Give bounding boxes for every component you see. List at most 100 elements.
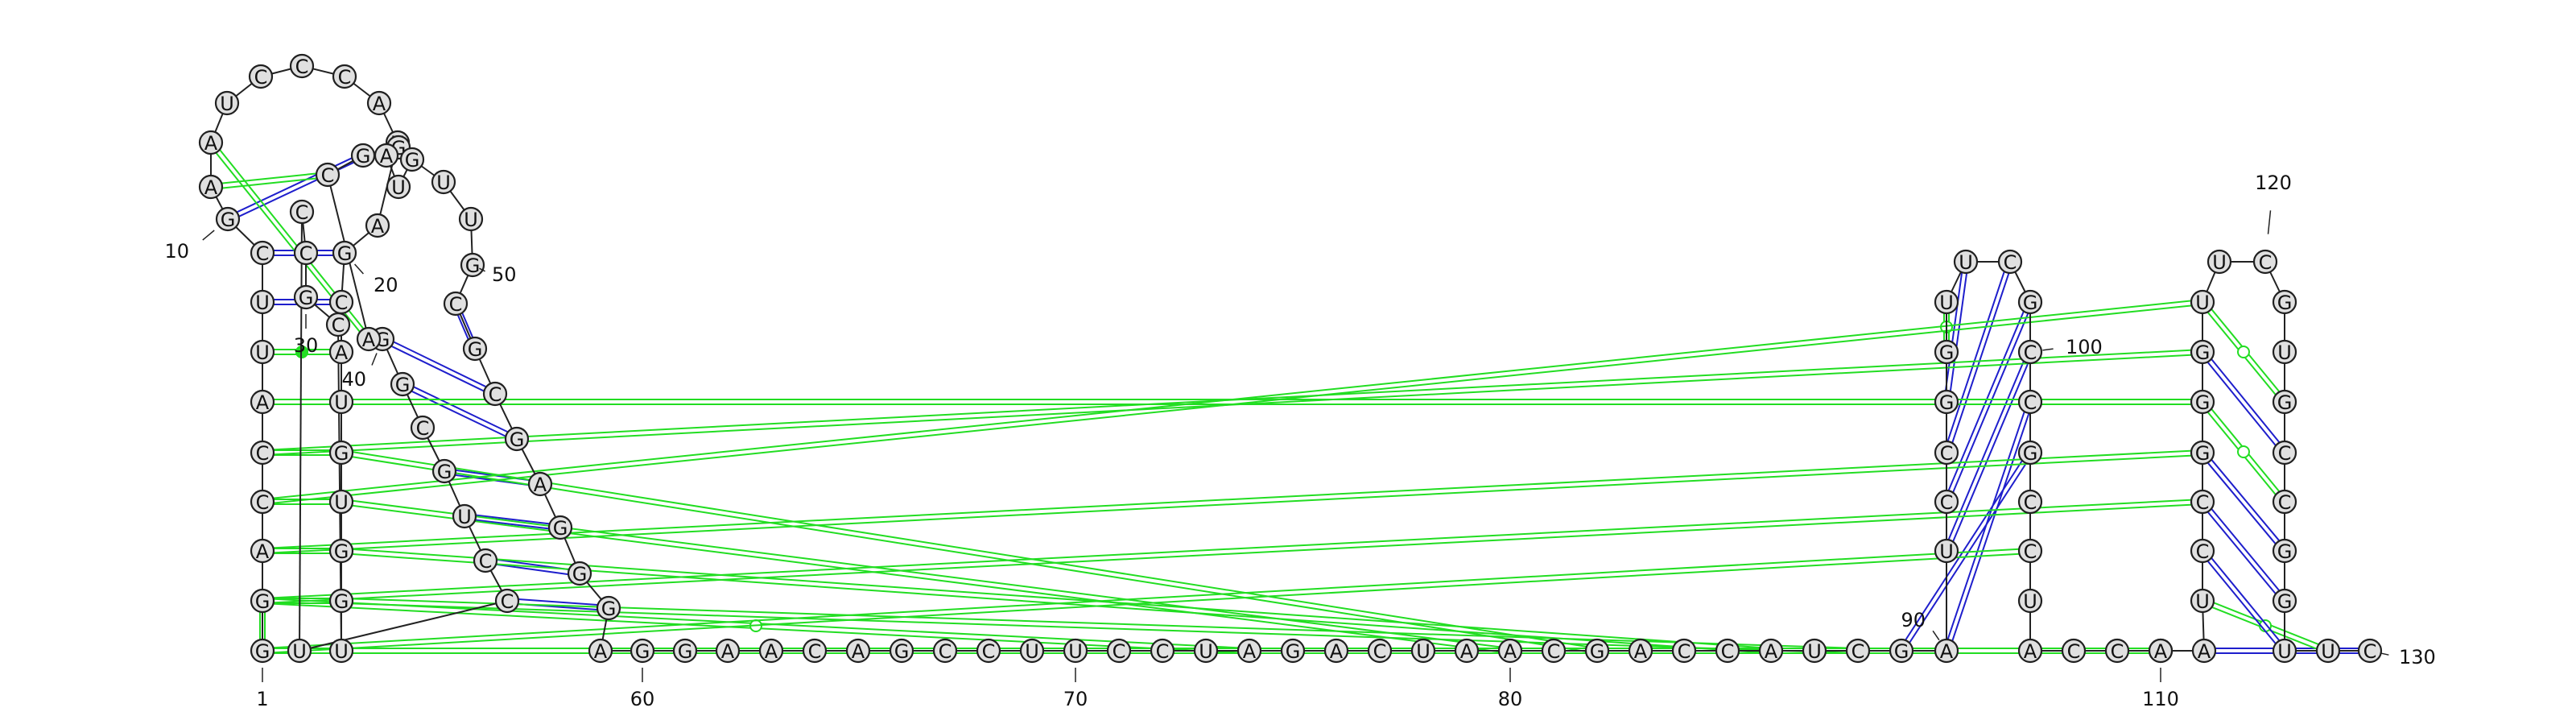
svg-text:C: C xyxy=(2111,640,2124,663)
nucleotide: U xyxy=(2207,249,2232,275)
svg-text:C: C xyxy=(2196,491,2210,514)
svg-text:G: G xyxy=(635,640,650,663)
nucleotide: U xyxy=(2272,638,2297,664)
base-pair xyxy=(2199,399,2288,504)
svg-text:G: G xyxy=(1286,640,1301,663)
svg-text:G: G xyxy=(678,640,693,663)
nucleotide: C xyxy=(293,240,319,266)
svg-text:A: A xyxy=(371,215,385,238)
svg-text:U: U xyxy=(2195,292,2210,314)
svg-text:U: U xyxy=(2212,251,2227,274)
nucleotide: A xyxy=(1323,638,1349,664)
pair-symbol xyxy=(2237,346,2250,358)
nucleotide: C xyxy=(1671,638,1697,664)
svg-text:U: U xyxy=(334,391,349,414)
nucleotide: A xyxy=(2191,638,2217,664)
nucleotide: A xyxy=(1758,638,1784,664)
svg-text:C: C xyxy=(338,66,352,89)
backbone-segment xyxy=(299,211,303,652)
nucleotide: U xyxy=(328,489,354,515)
nucleotide: A xyxy=(588,638,613,664)
base-pair xyxy=(1943,260,2013,454)
svg-text:C: C xyxy=(489,383,502,406)
base-pair xyxy=(381,336,497,397)
svg-text:A: A xyxy=(1330,640,1344,663)
svg-text:40: 40 xyxy=(341,368,366,391)
position-label: 130 xyxy=(2380,646,2436,668)
svg-text:C: C xyxy=(2024,391,2037,414)
svg-text:C: C xyxy=(2259,251,2273,274)
base-pair xyxy=(1898,450,2033,653)
svg-text:C: C xyxy=(416,417,430,440)
svg-text:A: A xyxy=(1765,640,1778,663)
nucleotide: C xyxy=(2190,538,2215,564)
nucleotide: C xyxy=(1934,440,1959,466)
nucleotide: C xyxy=(315,162,341,188)
nucleotide: G xyxy=(596,595,621,621)
svg-text:C: C xyxy=(1721,640,1735,663)
position-label: 20 xyxy=(354,263,398,296)
nucleotide: U xyxy=(2190,588,2215,614)
nucleotide: A xyxy=(1454,638,1480,664)
nucleotide: C xyxy=(248,64,274,89)
svg-text:A: A xyxy=(373,93,386,115)
svg-text:C: C xyxy=(254,66,268,89)
svg-text:G: G xyxy=(894,640,910,663)
base-pair xyxy=(262,499,2203,604)
nucleotide: C xyxy=(1934,489,1959,515)
base-pair xyxy=(1943,400,2033,652)
base-pair xyxy=(262,399,2202,405)
svg-text:C: C xyxy=(2024,491,2037,514)
nucleotide: G xyxy=(547,515,573,540)
nucleotide: G xyxy=(504,426,530,452)
svg-text:A: A xyxy=(1460,640,1474,663)
base-pair xyxy=(464,513,561,531)
svg-text:C: C xyxy=(2363,640,2377,663)
nucleotide: G xyxy=(215,206,241,232)
nucleotide: G xyxy=(328,440,354,466)
svg-text:U: U xyxy=(1416,640,1430,663)
svg-text:C: C xyxy=(332,314,345,337)
nucleotide: G xyxy=(2272,289,2297,315)
nucleotide: C xyxy=(410,415,436,441)
nucleotide: C xyxy=(2357,638,2383,664)
svg-text:C: C xyxy=(256,491,270,514)
svg-text:A: A xyxy=(335,341,349,364)
svg-text:A: A xyxy=(594,640,608,663)
nucleotide: G xyxy=(328,538,354,564)
base-pair xyxy=(226,152,365,222)
nucleotide: A xyxy=(328,339,354,365)
base-pair xyxy=(2199,450,2288,553)
svg-text:G: G xyxy=(337,242,353,265)
base-pair xyxy=(2199,548,2288,653)
svg-text:G: G xyxy=(334,540,349,563)
svg-text:G: G xyxy=(405,149,420,172)
nucleotide: G xyxy=(1584,638,1610,664)
svg-text:C: C xyxy=(501,590,514,613)
nucleotide: C xyxy=(2017,538,2043,564)
svg-text:G: G xyxy=(601,598,617,620)
svg-text:G: G xyxy=(465,255,481,277)
nucleotide: C xyxy=(1541,638,1567,664)
nucleotide: G xyxy=(2272,389,2297,415)
nucleotide: U xyxy=(287,638,312,664)
nucleotide: U xyxy=(2190,289,2215,315)
svg-text:G: G xyxy=(2277,292,2293,314)
svg-text:G: G xyxy=(1894,640,1909,663)
nucleotide: G xyxy=(399,147,425,172)
svg-text:A: A xyxy=(1243,640,1257,663)
svg-text:A: A xyxy=(1504,640,1517,663)
svg-text:C: C xyxy=(1547,640,1561,663)
svg-text:U: U xyxy=(1068,640,1083,663)
nucleotide: A xyxy=(2017,638,2043,664)
svg-text:A: A xyxy=(204,176,218,199)
nucleotide: U xyxy=(1953,249,1979,275)
nucleotide: U xyxy=(458,206,484,232)
nucleotide: G xyxy=(1934,339,1959,365)
nucleotide: C xyxy=(932,638,958,664)
nucleotide: C xyxy=(1367,638,1393,664)
svg-text:A: A xyxy=(2198,640,2211,663)
position-label: 40 xyxy=(341,353,378,391)
svg-text:C: C xyxy=(2278,491,2292,514)
svg-text:C: C xyxy=(449,293,463,316)
